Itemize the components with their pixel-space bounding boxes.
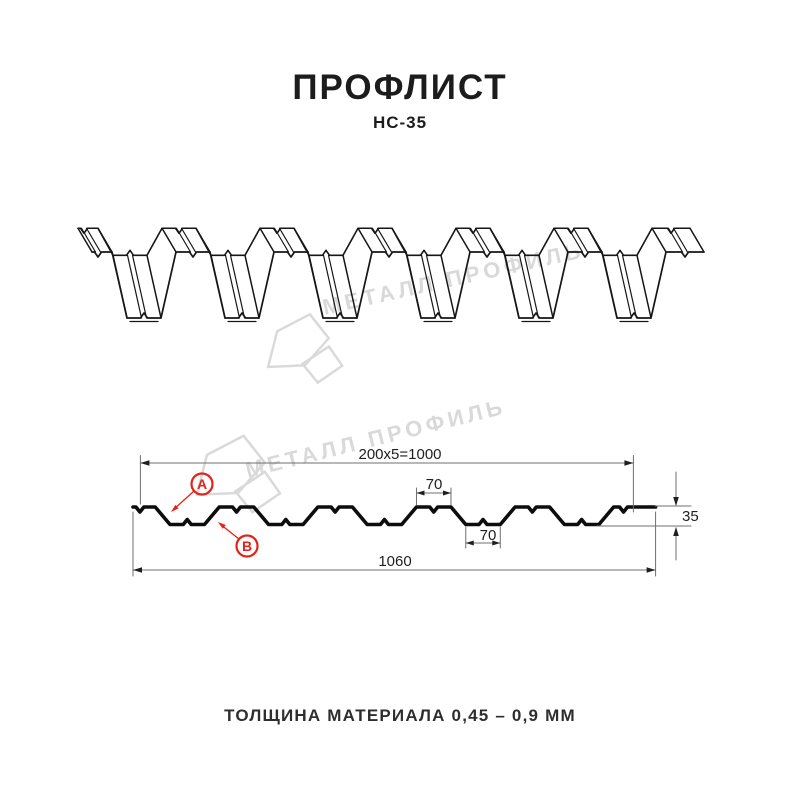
thickness-note: ТОЛЩИНА МАТЕРИАЛА 0,45 – 0,9 ММ — [224, 706, 576, 725]
dimension-lines — [132, 455, 692, 577]
dim-label-height: 35 — [682, 508, 699, 525]
dim-label-coverage: 200x5=1000 — [359, 446, 442, 463]
profile-code: НС-35 — [372, 113, 428, 132]
sheet-3d-view — [77, 227, 705, 323]
dim-label-valley-width: 70 — [480, 527, 497, 544]
callout-circle — [235, 534, 259, 558]
callout-circle — [190, 472, 214, 496]
callout-arrows — [171, 472, 259, 558]
dim-label-crest-width: 70 — [426, 476, 443, 493]
metall-profil-logo-icon — [266, 312, 344, 385]
page-title: ПРОФЛИСТ — [292, 68, 508, 107]
callout-b-letter: В — [242, 538, 252, 554]
callout-a-letter: А — [197, 476, 207, 492]
dim-label-total-width: 1060 — [378, 553, 411, 570]
cross-section-view — [131, 505, 658, 527]
